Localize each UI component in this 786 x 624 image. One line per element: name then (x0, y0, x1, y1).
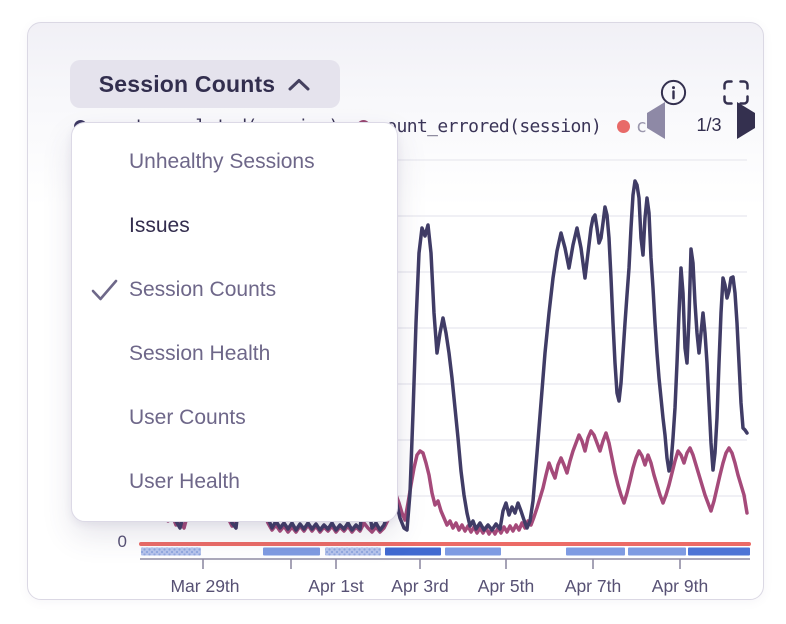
svg-text:0: 0 (118, 532, 127, 551)
metric-dropdown-menu: Unhealthy Sessions Issues Session Counts… (71, 122, 398, 522)
menu-item-user-counts[interactable]: User Counts (72, 386, 397, 450)
menu-item-label: Unhealthy Sessions (129, 150, 315, 173)
menu-item-label: Session Counts (129, 278, 277, 301)
fullscreen-icon (723, 80, 749, 105)
info-icon (660, 79, 687, 106)
svg-text:Apr 9th: Apr 9th (652, 576, 708, 596)
menu-item-user-health[interactable]: User Health (72, 450, 397, 514)
metric-selector-label: Session Counts (98, 70, 276, 97)
chevron-up-icon (288, 78, 310, 90)
menu-item-label: Session Health (129, 342, 271, 365)
menu-item-label: User Counts (129, 406, 246, 429)
fullscreen-button[interactable] (721, 78, 751, 107)
metric-selector-button[interactable]: Session Counts (70, 60, 340, 108)
svg-text:Apr 1st: Apr 1st (308, 576, 364, 596)
triangle-left-icon (647, 102, 665, 139)
legend-page-indicator: 1/3 (696, 115, 722, 135)
menu-item-session-counts[interactable]: Session Counts (72, 258, 397, 322)
svg-text:Mar 29th: Mar 29th (170, 576, 239, 596)
legend-item-label: c (636, 115, 647, 137)
legend-item[interactable]: c (617, 115, 647, 137)
legend-prev-button[interactable] (647, 102, 665, 139)
menu-item-label: Issues (129, 214, 190, 237)
chart-widget-card: Mar 29th Apr 1st Apr 3rd Apr 5th Apr 7th Apr … (27, 22, 764, 600)
check-icon (91, 279, 118, 301)
legend-item-label: count_errored(session) (376, 115, 602, 137)
svg-text:Apr 5th: Apr 5th (478, 576, 534, 596)
legend-dot-icon (617, 119, 630, 133)
svg-text:Apr 7th: Apr 7th (565, 576, 621, 596)
info-button[interactable] (659, 78, 688, 107)
menu-item-unhealthy-sessions[interactable]: Unhealthy Sessions (72, 130, 397, 194)
menu-item-label: User Health (129, 470, 240, 493)
triangle-right-icon (737, 102, 755, 139)
svg-text:Apr 3rd: Apr 3rd (391, 576, 448, 596)
menu-item-session-health[interactable]: Session Health (72, 322, 397, 386)
legend-next-button[interactable] (737, 102, 755, 139)
menu-item-issues[interactable]: Issues (72, 194, 397, 258)
